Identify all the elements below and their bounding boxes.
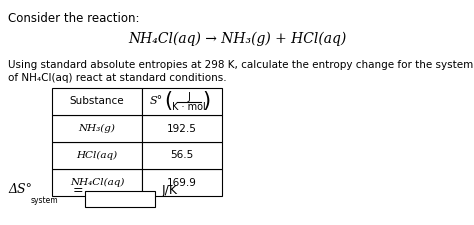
Text: HCl(aq): HCl(aq) — [76, 151, 118, 160]
Bar — [142, 169, 222, 196]
Text: NH₄Cl(aq) → NH₃(g) + HCl(aq): NH₄Cl(aq) → NH₃(g) + HCl(aq) — [128, 32, 346, 46]
Text: 192.5: 192.5 — [167, 124, 197, 133]
Bar — [85, 191, 155, 207]
Text: J: J — [188, 92, 191, 101]
Bar — [52, 169, 142, 196]
Bar — [52, 115, 142, 142]
Text: (: ( — [164, 92, 172, 112]
Text: NH₃(g): NH₃(g) — [79, 124, 116, 133]
Text: ΔS°: ΔS° — [8, 183, 32, 196]
Text: of NH₄Cl(aq) react at standard conditions.: of NH₄Cl(aq) react at standard condition… — [8, 73, 227, 83]
Text: K · mol: K · mol — [172, 103, 206, 112]
Text: =: = — [73, 184, 83, 197]
Text: Consider the reaction:: Consider the reaction: — [8, 12, 139, 25]
Bar — [142, 88, 222, 115]
Text: S°: S° — [150, 97, 163, 106]
Text: Substance: Substance — [70, 97, 124, 106]
Text: NH₄Cl(aq): NH₄Cl(aq) — [70, 178, 124, 187]
Bar — [52, 88, 142, 115]
Bar — [52, 142, 142, 169]
Text: system: system — [31, 196, 59, 205]
Text: J/K: J/K — [162, 184, 178, 197]
Text: Using standard absolute entropies at 298 K, calculate the entropy change for the: Using standard absolute entropies at 298… — [8, 60, 474, 70]
Text: 56.5: 56.5 — [170, 151, 193, 160]
Bar — [142, 142, 222, 169]
Text: ): ) — [202, 92, 210, 112]
Text: 169.9: 169.9 — [167, 178, 197, 187]
Bar — [142, 115, 222, 142]
